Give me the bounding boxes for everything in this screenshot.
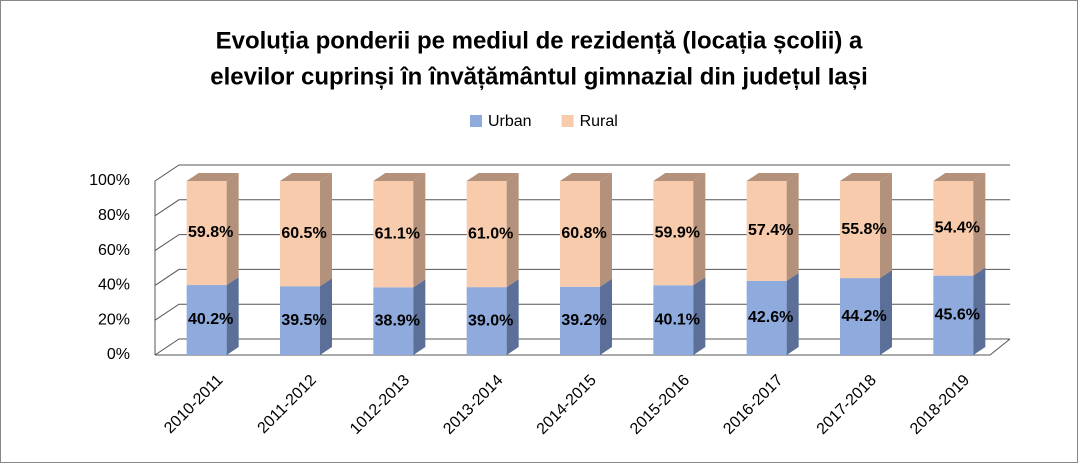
value-label: 61.1% xyxy=(375,225,420,242)
grid-line xyxy=(154,199,1010,217)
bar-side xyxy=(320,173,332,287)
y-tick-label: 80% xyxy=(98,207,130,224)
value-label: 59.8% xyxy=(188,224,233,241)
bar-segment xyxy=(466,181,507,288)
floor xyxy=(155,338,1011,356)
bar-segment xyxy=(933,275,974,355)
grid-line xyxy=(154,303,1010,321)
bar-side xyxy=(693,173,706,286)
value-label: 40.2% xyxy=(188,311,233,328)
bar-segment xyxy=(186,181,227,286)
value-label: 39.5% xyxy=(281,312,326,329)
bar-segment xyxy=(840,278,880,355)
bar-top xyxy=(746,173,799,181)
bar-segment xyxy=(280,181,320,287)
bar-top xyxy=(280,173,332,181)
value-label: 40.1% xyxy=(655,311,700,328)
bar-side xyxy=(973,267,986,355)
value-label: 42.6% xyxy=(748,309,793,326)
bar-segment xyxy=(560,181,600,287)
bar-segment xyxy=(653,181,694,286)
bar-side xyxy=(973,173,986,276)
bar-side xyxy=(413,173,426,288)
bar-side xyxy=(320,278,332,355)
bar-side xyxy=(506,173,519,288)
y-tick-label: 0% xyxy=(107,346,130,363)
bar-segment xyxy=(746,181,787,281)
bar-top xyxy=(186,173,239,181)
grid-line xyxy=(154,268,1010,286)
bar-side xyxy=(693,277,706,355)
bar-side xyxy=(600,278,612,355)
bar-side xyxy=(506,279,519,355)
bar-top xyxy=(560,173,612,181)
bar-side xyxy=(226,277,239,355)
value-label: 55.8% xyxy=(841,221,886,238)
legend-swatch xyxy=(561,115,574,127)
bar-side xyxy=(786,272,799,355)
grid-line xyxy=(154,234,1010,252)
bar-top xyxy=(373,173,426,181)
bar-segment xyxy=(466,287,507,355)
bar-side xyxy=(880,173,892,279)
value-label: 57.4% xyxy=(748,222,793,239)
value-label: 61.0% xyxy=(468,225,513,242)
bar-top xyxy=(653,173,706,181)
bar-segment xyxy=(653,285,694,355)
bar-segment xyxy=(746,280,787,355)
bar-segment xyxy=(373,181,414,288)
bar-segment xyxy=(186,285,227,355)
grid-line xyxy=(154,338,1010,356)
bar-segment xyxy=(560,286,600,355)
value-label: 60.8% xyxy=(561,225,606,242)
chart-title: Evoluția ponderii pe mediul de rezidență… xyxy=(216,27,863,54)
value-label: 44.2% xyxy=(841,308,886,325)
bar-segment xyxy=(280,286,320,355)
legend-swatch xyxy=(470,115,482,127)
bar-side xyxy=(226,173,239,286)
value-label: 54.4% xyxy=(935,220,980,237)
bar-side xyxy=(786,173,799,281)
value-label: 45.6% xyxy=(935,307,980,324)
y-tick-label: 40% xyxy=(98,277,130,294)
value-label: 39.0% xyxy=(468,312,513,329)
bar-top xyxy=(840,173,892,181)
value-label: 38.9% xyxy=(375,312,420,329)
chart-subtitle: elevilor cuprinși în învățământul gimnaz… xyxy=(210,63,867,90)
y-tick-label: 100% xyxy=(89,172,130,189)
legend-label: Rural xyxy=(580,113,618,130)
legend-label: Urban xyxy=(488,113,532,130)
bar-segment xyxy=(840,181,880,279)
bar-side xyxy=(413,279,426,355)
bar-top xyxy=(466,173,519,181)
bar-side xyxy=(880,270,892,355)
value-label: 59.9% xyxy=(655,224,700,241)
y-tick-label: 60% xyxy=(98,242,130,259)
value-label: 39.2% xyxy=(561,312,606,329)
bar-segment xyxy=(933,181,974,276)
bar-side xyxy=(600,173,612,287)
y-tick-label: 20% xyxy=(98,311,130,328)
bar-top xyxy=(933,173,986,181)
grid-line xyxy=(154,164,1010,182)
value-label: 60.5% xyxy=(281,225,326,242)
bar-segment xyxy=(373,287,414,355)
